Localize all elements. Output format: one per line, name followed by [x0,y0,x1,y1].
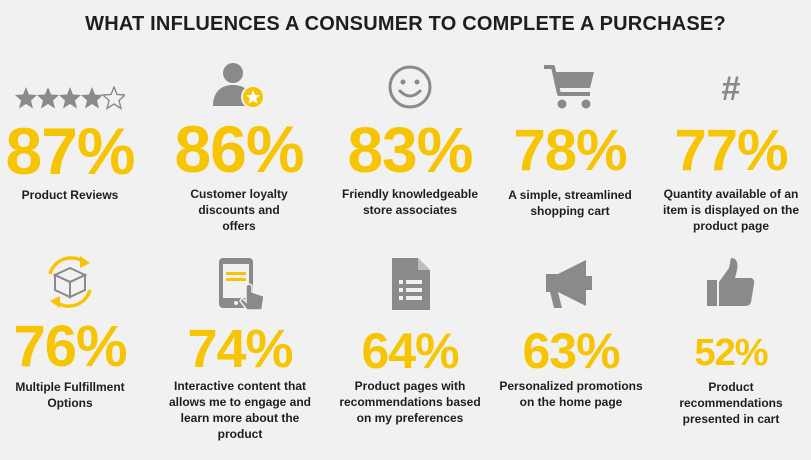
package-cycle-icon [48,256,92,308]
stat-value: 78% [513,118,627,183]
stat-value: 87% [5,114,135,188]
stat-shopping-cart: 78% A simple, streamlined shopping cart [500,60,640,230]
stat-value: 74% [187,319,293,379]
stat-value: 86% [174,112,304,186]
document-list-icon [392,258,430,310]
hashtag-icon: # [721,70,741,108]
stat-value: 64% [361,323,459,379]
stat-value: 52% [694,332,768,374]
stat-value: 77% [674,118,788,183]
stat-label: A simple, streamlined shopping cart [508,188,632,218]
stat-label: Product Reviews [21,188,119,202]
tablet-touch-icon [219,258,265,311]
stat-product-recommendations: 64% Product pages with recommendations b… [335,252,485,442]
user-star-icon [213,63,265,109]
thumbs-up-icon [707,258,755,306]
stat-value: 63% [522,323,620,379]
shopping-cart-icon [544,65,594,109]
smiley-icon [388,65,432,109]
stat-label: Friendly knowledgeable store associates [341,187,479,217]
stat-value: 83% [347,114,473,186]
page-title: WHAT INFLUENCES A CONSUMER TO COMPLETE A… [85,13,726,35]
stat-quantity-available: # 77% Quantity available of an item is d… [656,60,806,240]
stat-interactive-content: 74% Interactive content that allows me t… [160,252,320,452]
stat-cart-recommendations: 52% Product recommendations presented in… [666,252,796,432]
stat-fulfillment-options: 76% Multiple Fulfillment Options [0,252,140,422]
stat-label: Product recommendations presented in car… [679,380,783,426]
stat-label: Product pages with recommendations based… [339,379,481,425]
megaphone-icon [546,260,592,308]
stat-label: Multiple Fulfillment Options [15,380,125,410]
stat-personalized-promotions: 63% Personalized promotions on the home … [496,252,646,422]
stat-label: Interactive content that allows me to en… [168,379,312,441]
stat-label: Personalized promotions on the home page [499,379,643,409]
stat-label: Quantity available of an item is display… [662,187,800,233]
stat-label: Customer loyalty discounts and offers [190,187,288,233]
star-rating-icon [15,86,125,110]
stat-product-reviews: 87% Product Reviews [0,80,140,210]
stat-value: 76% [13,314,127,379]
stat-loyalty-discounts: 86% Customer loyalty discounts and offer… [164,60,314,233]
stat-store-associates: 83% Friendly knowledgeable store associa… [335,60,485,230]
